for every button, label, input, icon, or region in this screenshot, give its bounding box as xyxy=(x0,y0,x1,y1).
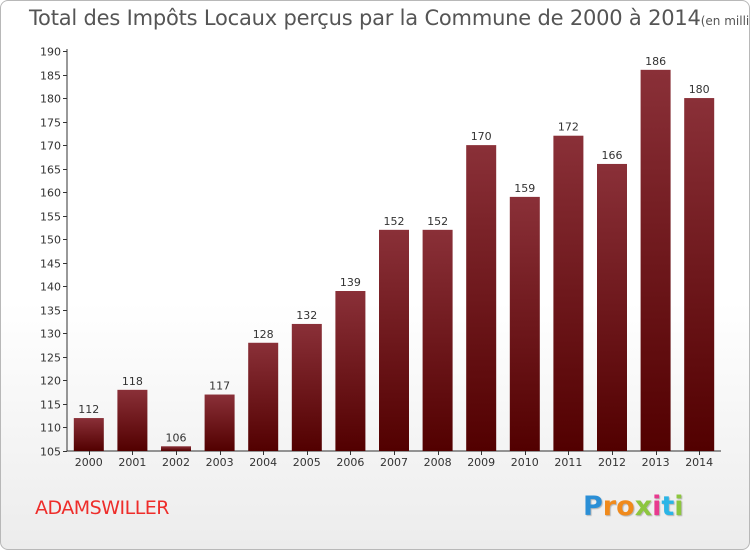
data-label-2014: 180 xyxy=(689,83,710,96)
y-tick-label: 135 xyxy=(40,305,61,318)
x-tick-label-2007: 2007 xyxy=(380,456,408,469)
x-tick-label-2000: 2000 xyxy=(75,456,103,469)
x-tick-label-2003: 2003 xyxy=(206,456,234,469)
data-label-2007: 152 xyxy=(384,215,405,228)
data-label-2013: 186 xyxy=(645,55,666,68)
proxiti-logo[interactable]: Proxiti xyxy=(583,491,684,522)
x-tick-label-2011: 2011 xyxy=(554,456,582,469)
y-tick-label: 160 xyxy=(40,187,61,200)
y-tick-label: 105 xyxy=(40,446,61,459)
y-tick-label: 190 xyxy=(40,46,61,59)
y-tick-label: 145 xyxy=(40,258,61,271)
y-tick-label: 185 xyxy=(40,70,61,83)
data-label-2011: 172 xyxy=(558,121,579,134)
bar-2005 xyxy=(291,323,322,451)
logo-letter: i xyxy=(652,491,662,522)
data-label-2003: 117 xyxy=(209,380,230,393)
x-tick-label-2009: 2009 xyxy=(467,456,495,469)
data-label-2010: 159 xyxy=(514,182,535,195)
y-tick-label: 155 xyxy=(40,211,61,224)
y-tick-label: 175 xyxy=(40,117,61,130)
bar-2007 xyxy=(379,229,409,451)
bar-2001 xyxy=(117,389,148,451)
logo-letter: t xyxy=(661,491,675,522)
bar-2010 xyxy=(509,196,540,451)
x-tick-label-2006: 2006 xyxy=(336,456,364,469)
y-tick-label: 115 xyxy=(40,399,61,412)
logo-letter: o xyxy=(616,491,635,522)
y-tick-label: 165 xyxy=(40,164,61,177)
x-tick-label-2005: 2005 xyxy=(293,456,321,469)
x-tick-label-2012: 2012 xyxy=(598,456,626,469)
bar-2013 xyxy=(640,69,671,451)
bar-2012 xyxy=(597,163,627,452)
y-tick-label: 120 xyxy=(40,375,61,388)
x-tick-label-2014: 2014 xyxy=(685,456,713,469)
bar-2006 xyxy=(335,291,366,451)
x-tick-label-2002: 2002 xyxy=(162,456,190,469)
y-tick-label: 125 xyxy=(40,352,61,365)
y-tick-label: 130 xyxy=(40,328,61,341)
data-label-2012: 166 xyxy=(602,149,623,162)
x-tick-label-2013: 2013 xyxy=(642,456,670,469)
y-tick-label: 110 xyxy=(40,422,61,435)
bar-2000 xyxy=(73,418,104,451)
x-tick-label-2008: 2008 xyxy=(424,456,452,469)
bar-2009 xyxy=(466,145,497,451)
chart-title-text: Total des Impôts Locaux perçus par la Co… xyxy=(29,6,701,30)
chart-title-unit: (en milliers d'€) xyxy=(700,14,750,28)
y-tick-label: 140 xyxy=(40,281,61,294)
x-tick-label-2004: 2004 xyxy=(249,456,277,469)
bar-2014 xyxy=(684,98,715,451)
data-label-2006: 139 xyxy=(340,276,361,289)
y-tick-label: 150 xyxy=(40,234,61,247)
bar-2003 xyxy=(204,394,235,451)
data-label-2004: 128 xyxy=(253,328,274,341)
chart-title: Total des Impôts Locaux perçus par la Co… xyxy=(29,6,750,30)
bar-2011 xyxy=(553,135,584,452)
data-label-2002: 106 xyxy=(166,431,187,444)
logo-letter: x xyxy=(634,491,653,522)
x-tick-label-2010: 2010 xyxy=(511,456,539,469)
bar-2008 xyxy=(422,229,453,451)
logo-letter: i xyxy=(674,491,684,522)
data-label-2001: 118 xyxy=(122,375,143,388)
y-tick-label: 180 xyxy=(40,93,61,106)
data-label-2000: 112 xyxy=(78,403,99,416)
bar-2004 xyxy=(248,342,279,451)
logo-letter: r xyxy=(602,491,617,522)
data-label-2005: 132 xyxy=(296,309,317,322)
bar-2002 xyxy=(161,446,191,451)
x-tick-label-2001: 2001 xyxy=(118,456,146,469)
commune-name: ADAMSWILLER xyxy=(35,497,170,519)
data-label-2008: 152 xyxy=(427,215,448,228)
y-tick-label: 170 xyxy=(40,140,61,153)
logo-letter: P xyxy=(583,491,603,522)
data-label-2009: 170 xyxy=(471,130,492,143)
